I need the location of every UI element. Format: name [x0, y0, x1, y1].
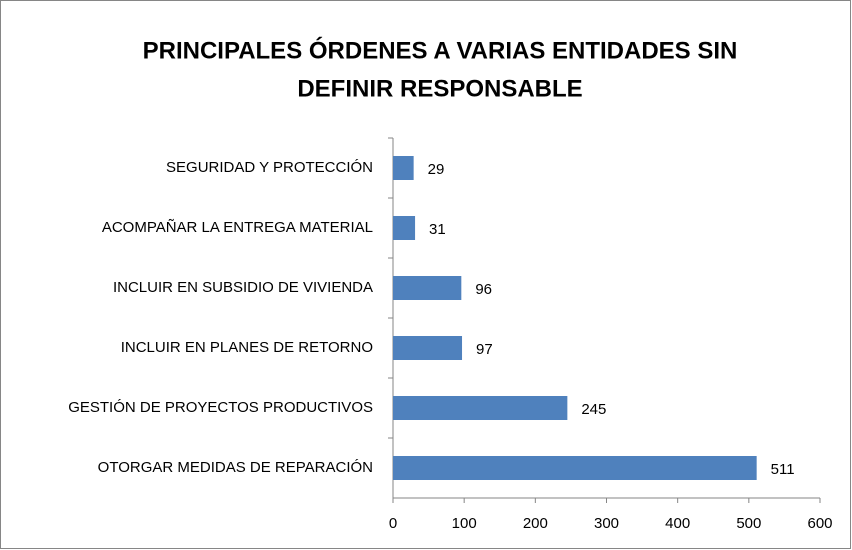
bar — [393, 216, 416, 240]
data-label: 96 — [475, 281, 492, 298]
data-label: 511 — [771, 461, 795, 478]
bar — [393, 336, 463, 360]
chart-title-line: PRINCIPALES ÓRDENES A VARIAS ENTIDADES S… — [143, 36, 738, 64]
bar — [393, 456, 757, 480]
y-tick-label: SEGURIDAD Y PROTECCIÓN — [166, 159, 373, 176]
y-tick-label: INCLUIR EN SUBSIDIO DE VIVIENDA — [113, 279, 373, 296]
x-tick-label: 600 — [807, 515, 832, 532]
bar — [393, 276, 462, 300]
y-tick-label: ACOMPAÑAR LA ENTREGA MATERIAL — [102, 219, 373, 236]
data-label: 245 — [581, 401, 606, 418]
x-tick-label: 0 — [389, 515, 397, 532]
data-label: 31 — [429, 221, 446, 238]
chart-title-line: DEFINIR RESPONSABLE — [297, 75, 582, 102]
data-label: 97 — [476, 341, 493, 358]
x-tick-label: 400 — [665, 515, 690, 532]
x-tick-label: 300 — [594, 515, 619, 532]
data-label: 29 — [428, 161, 445, 178]
y-tick-label: GESTIÓN DE PROYECTOS PRODUCTIVOS — [68, 399, 373, 416]
y-tick-label: INCLUIR EN PLANES DE RETORNO — [121, 339, 373, 356]
x-tick-label: 100 — [452, 515, 477, 532]
y-tick-label: OTORGAR MEDIDAS DE REPARACIÓN — [98, 459, 373, 476]
x-tick-label: 200 — [523, 515, 548, 532]
bar — [393, 156, 414, 180]
bar — [393, 396, 568, 420]
x-tick-label: 500 — [736, 515, 761, 532]
